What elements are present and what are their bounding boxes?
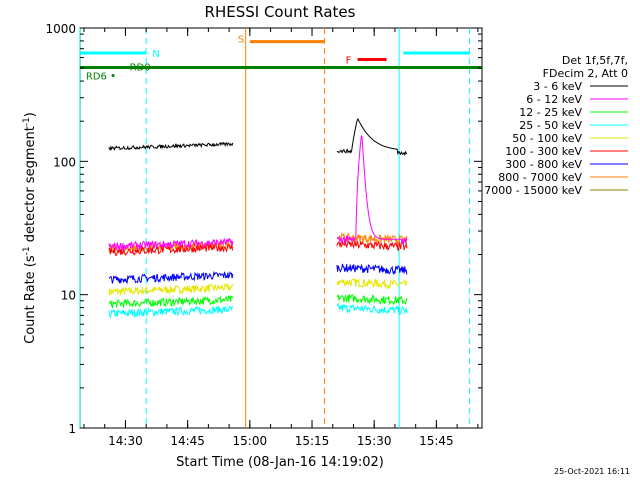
legend-entry-label: 7000 - 15000 keV — [484, 184, 582, 197]
series-line — [336, 117, 408, 156]
series-line — [108, 237, 234, 251]
flag-label-n: N — [152, 49, 159, 60]
y-tick-label: 1 — [68, 422, 76, 436]
legend-entry-label: 12 - 25 keV — [519, 106, 582, 119]
legend-entry-label: 25 - 50 keV — [519, 119, 582, 132]
flag-label-rd6: RD6 — [86, 72, 107, 83]
flag-dot-rd6 — [111, 74, 115, 78]
y-tick-label: 1000 — [45, 22, 76, 36]
flag-label-f: F — [346, 56, 352, 67]
series-line — [108, 305, 233, 319]
x-tick-label: 14:45 — [170, 434, 205, 448]
x-tick-label: 15:00 — [233, 434, 268, 448]
legend-entry-label: 3 - 6 keV — [533, 80, 582, 93]
legend-entry-label: 800 - 7000 keV — [498, 171, 582, 184]
legend-entry-label: 100 - 300 keV — [505, 145, 582, 158]
y-axis-label: Count Rate (s-1 detector segment-1) — [22, 112, 38, 344]
generated-timestamp: 25-Oct-2021 16:11 — [554, 467, 630, 476]
series-line — [108, 141, 234, 152]
series-line — [336, 239, 408, 252]
series-line — [108, 283, 234, 297]
x-tick-label: 14:30 — [108, 434, 143, 448]
x-tick-label: 15:15 — [295, 434, 330, 448]
series-line — [336, 294, 408, 306]
chart-title: RHESSI Count Rates — [205, 3, 356, 21]
x-tick-label: 15:30 — [357, 434, 392, 448]
flag-label-rd0: RD0 — [130, 63, 151, 74]
series-line — [336, 302, 408, 316]
y-tick-label: 10 — [61, 289, 76, 303]
legend-entry-label: 300 - 800 keV — [505, 158, 582, 171]
series-line — [108, 294, 234, 309]
series-line — [336, 135, 408, 246]
x-axis-label: Start Time (08-Jan-16 14:19:02) — [176, 455, 384, 470]
x-tick-label: 15:45 — [419, 434, 454, 448]
legend-entry-label: 50 - 100 keV — [512, 132, 582, 145]
flag-label-s: S — [238, 35, 244, 46]
series-line — [336, 263, 408, 276]
legend-header: FDecim 2, Att 0 — [543, 67, 628, 80]
series-line — [108, 243, 234, 257]
series-line — [336, 231, 408, 246]
series-line — [336, 277, 408, 289]
plot-frame — [79, 27, 483, 429]
legend-header: Det 1f,5f,7f, — [562, 54, 628, 67]
y-tick-label: 100 — [53, 155, 76, 169]
legend-entry-label: 6 - 12 keV — [526, 93, 582, 106]
series-line — [108, 270, 234, 284]
